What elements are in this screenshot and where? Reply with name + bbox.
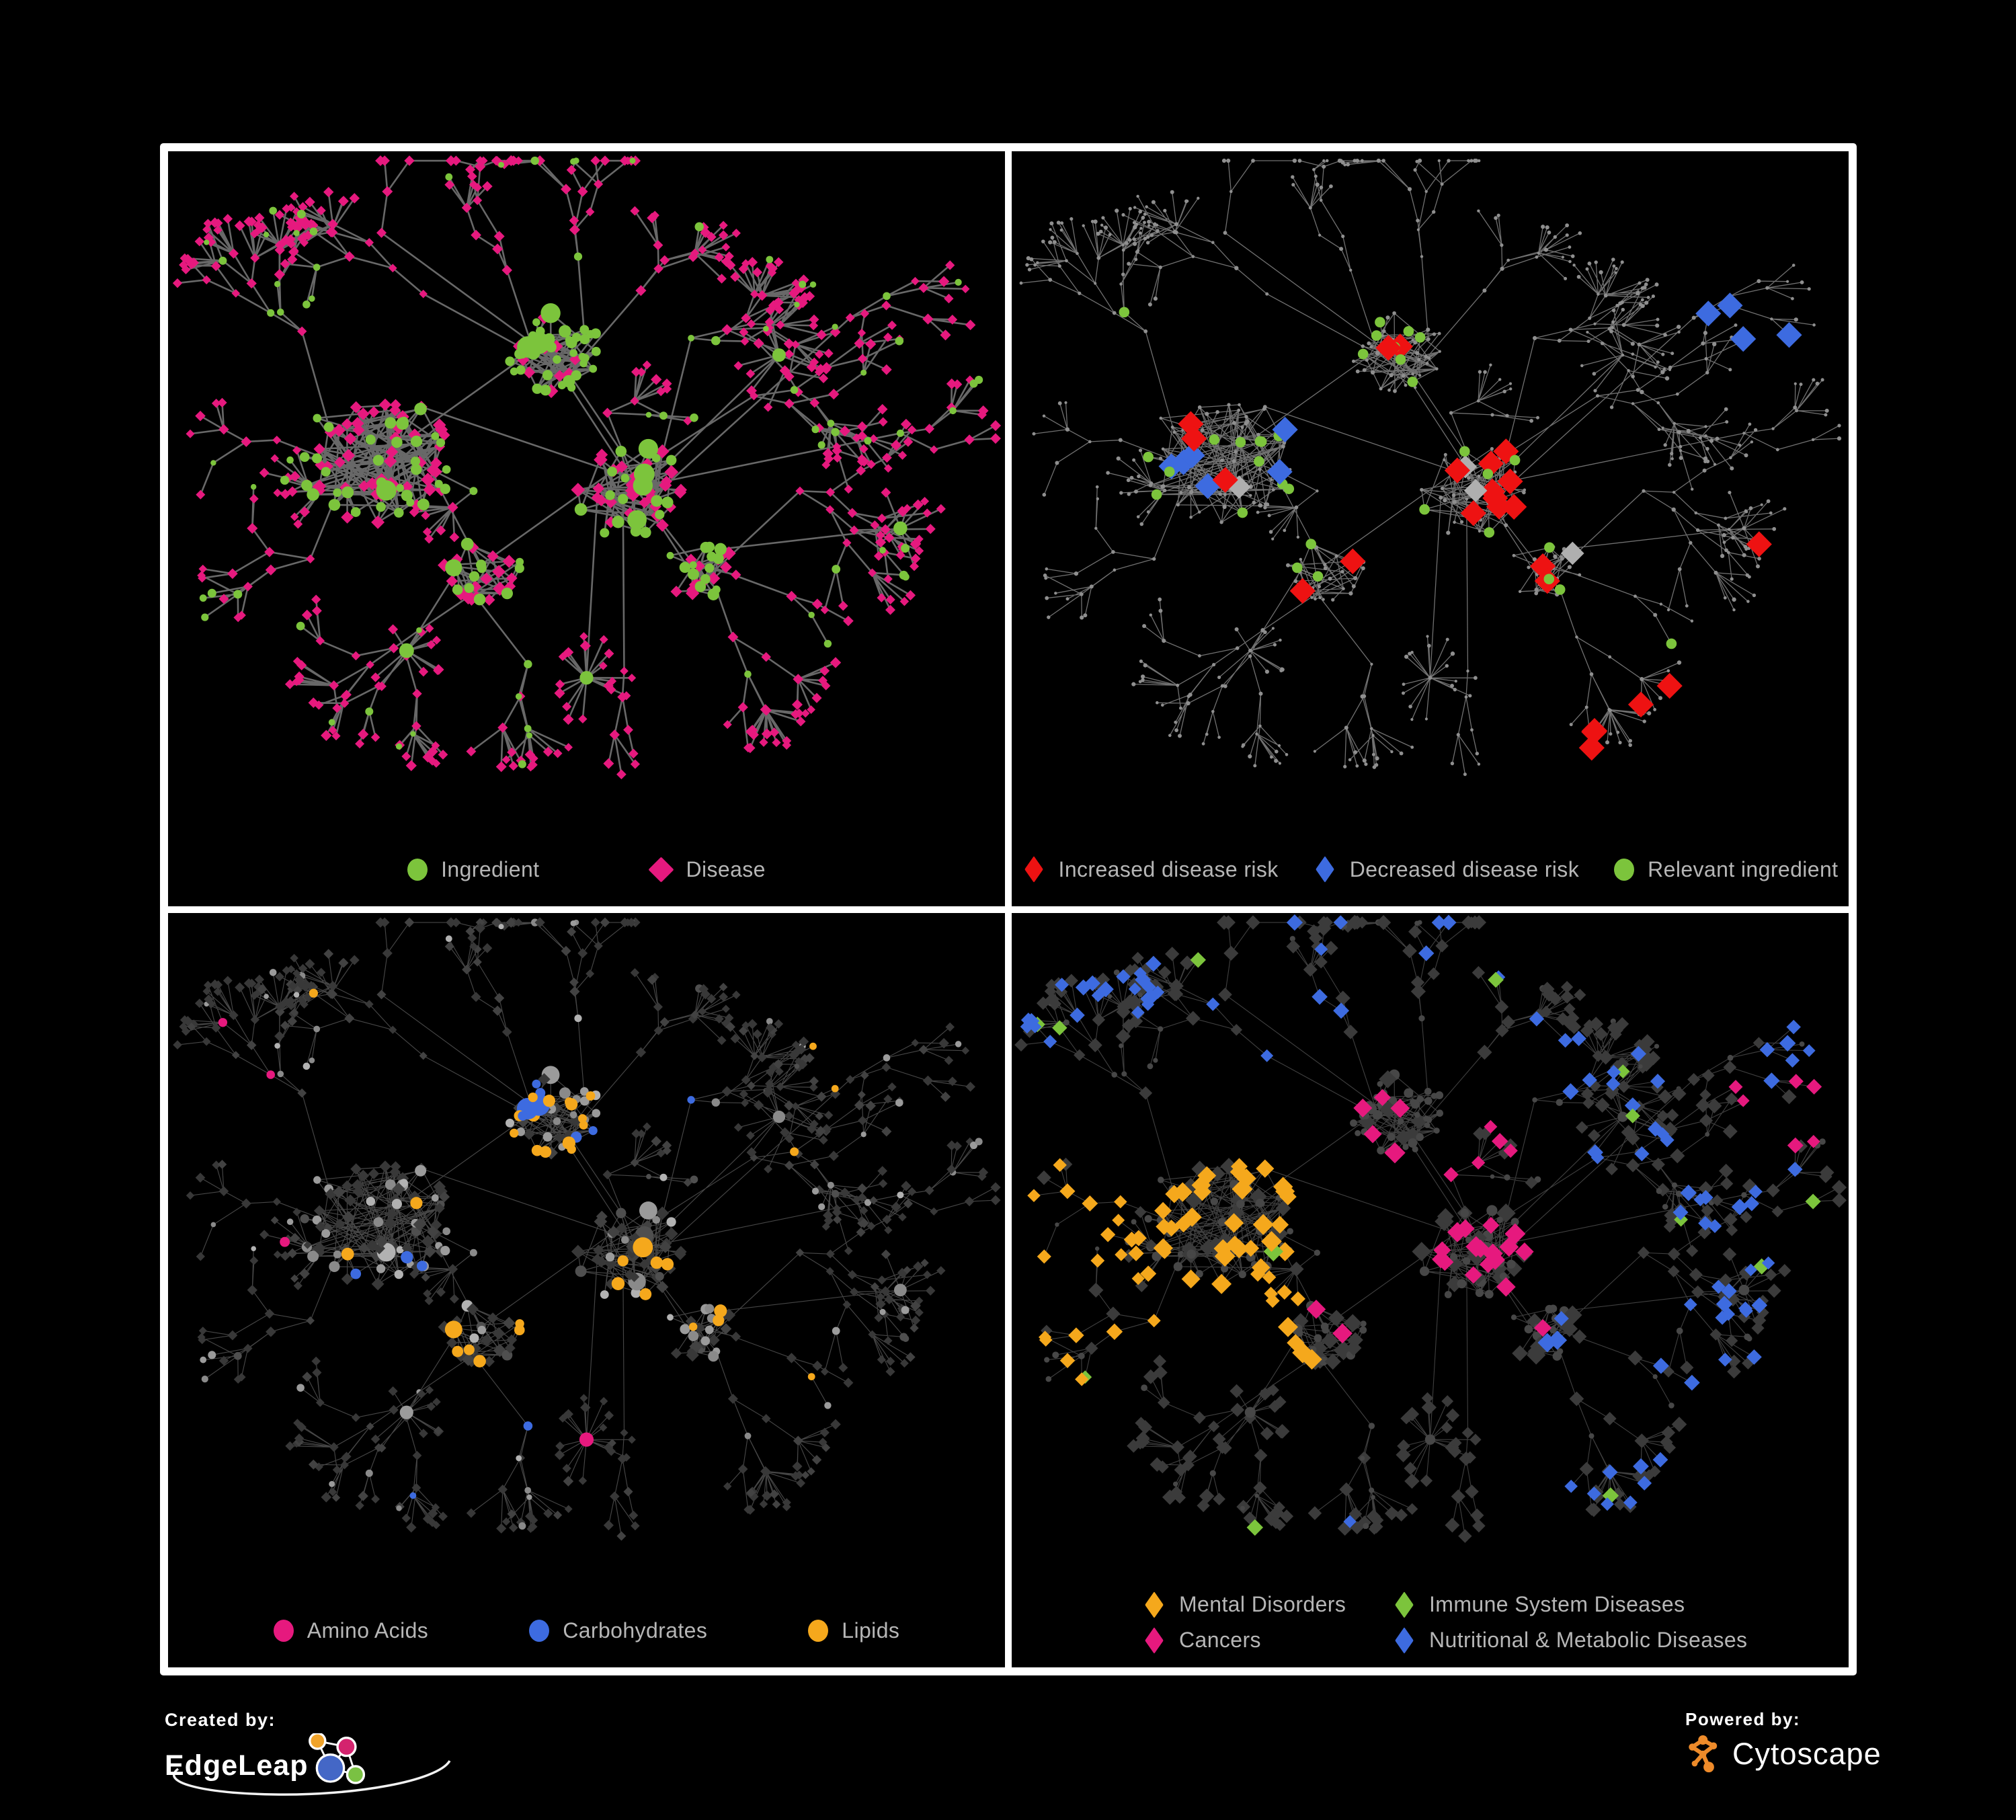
legend-label: Mental Disorders — [1179, 1592, 1346, 1616]
legend-label: Ingredient — [441, 857, 540, 881]
legend-label: Carbohydrates — [563, 1618, 708, 1643]
network-graph-ingredient-disease — [168, 151, 1005, 831]
legend-item-increased-risk: Increased disease risk — [1022, 856, 1279, 883]
legend-label: Immune System Diseases — [1429, 1592, 1685, 1616]
figure-grid: Ingredient Disease Increased disease ris… — [160, 143, 1857, 1675]
legend-label: Amino Acids — [307, 1618, 429, 1643]
amino-acids-marker-icon — [273, 1620, 294, 1642]
increased-risk-marker-icon — [1024, 856, 1043, 883]
cancers-marker-icon — [1145, 1626, 1164, 1654]
legend-label: Lipids — [842, 1618, 900, 1643]
panel-disease-classes: Mental Disorders Immune System Diseases … — [1012, 912, 1849, 1667]
network-graph-disease-classes — [1012, 913, 1849, 1593]
ingredient-marker-icon — [407, 858, 428, 881]
created-by-label: Created by: — [165, 1710, 276, 1730]
legend-ingredient-classes: Amino Acids Carbohydrates Lipids — [168, 1618, 1005, 1643]
legend-item-lipids: Lipids — [808, 1618, 899, 1643]
panel-ingredient-disease: Ingredient Disease — [168, 151, 1005, 906]
legend-item-relevant-ingredient: Relevant ingredient — [1614, 857, 1838, 882]
legend-item-amino-acids: Amino Acids — [273, 1618, 429, 1643]
legend-item-disease: Disease — [648, 856, 766, 883]
relevant-ingredient-marker-icon — [1614, 858, 1635, 881]
brand-edgeleap: Created by: EdgeLeap — [165, 1710, 541, 1820]
network-graph-disease-risk — [1012, 151, 1849, 831]
legend-label: Decreased disease risk — [1349, 857, 1580, 881]
mental-disorders-marker-icon — [1145, 1591, 1164, 1618]
panel-ingredient-classes: Amino Acids Carbohydrates Lipids — [168, 912, 1005, 1667]
legend-ingredient-disease: Ingredient Disease — [168, 856, 1005, 883]
legend-item-ingredient: Ingredient — [407, 857, 539, 882]
legend-item-nutritional-metabolic-diseases: Nutritional & Metabolic Diseases — [1393, 1626, 1748, 1654]
disease-marker-icon — [648, 856, 675, 883]
lipids-marker-icon — [808, 1620, 829, 1642]
brand-cytoscape: Powered by: — [1685, 1709, 1882, 1774]
legend-item-decreased-risk: Decreased disease risk — [1314, 856, 1580, 883]
edgeleap-logo-icon — [308, 1733, 365, 1784]
legend-label: Nutritional & Metabolic Diseases — [1429, 1628, 1748, 1652]
legend-label: Disease — [686, 857, 766, 881]
panel-disease-risk: Increased disease risk Decreased disease… — [1012, 151, 1849, 906]
nutritional-metabolic-marker-icon — [1395, 1626, 1414, 1654]
legend-label: Relevant ingredient — [1648, 857, 1839, 881]
legend-disease-classes: Mental Disorders Immune System Diseases … — [1143, 1591, 1748, 1654]
cytoscape-wordmark: Cytoscape — [1732, 1737, 1882, 1771]
legend-item-mental-disorders: Mental Disorders — [1143, 1591, 1346, 1618]
network-graph-ingredient-classes — [168, 913, 1005, 1593]
edgeleap-wordmark: EdgeLeap — [165, 1749, 309, 1782]
decreased-risk-marker-icon — [1315, 856, 1334, 883]
legend-label: Cancers — [1179, 1628, 1261, 1652]
legend-item-carbohydrates: Carbohydrates — [529, 1618, 707, 1643]
powered-by-label: Powered by: — [1685, 1709, 1801, 1729]
carbohydrates-marker-icon — [529, 1620, 550, 1642]
legend-label: Increased disease risk — [1058, 857, 1279, 881]
legend-disease-risk: Increased disease risk Decreased disease… — [1012, 856, 1849, 883]
legend-item-immune-system-diseases: Immune System Diseases — [1393, 1591, 1685, 1618]
immune-system-diseases-marker-icon — [1395, 1591, 1414, 1618]
legend-item-cancers: Cancers — [1143, 1626, 1261, 1654]
cytoscape-logo-icon — [1689, 1735, 1718, 1773]
